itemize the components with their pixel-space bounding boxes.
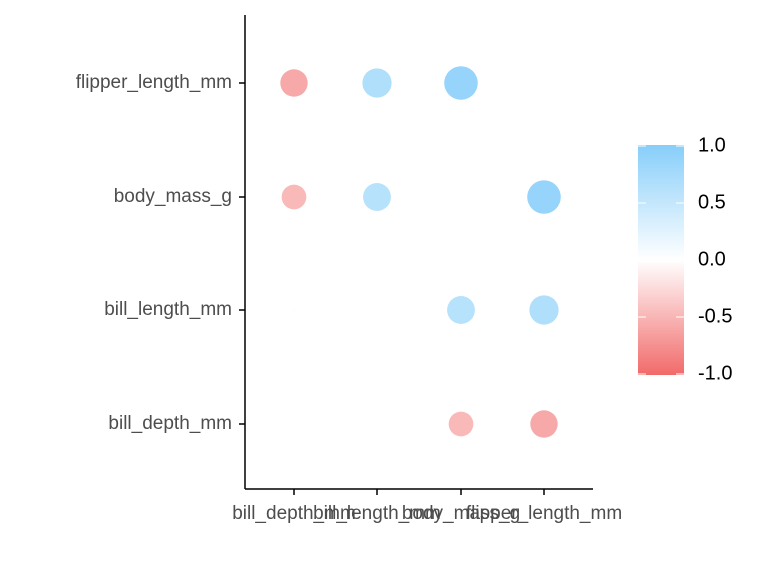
legend-label: -0.5 (698, 305, 732, 327)
y-tick-label: flipper_length_mm (76, 72, 232, 93)
corr-circle (530, 410, 558, 438)
legend-label: 0.5 (698, 191, 726, 213)
x-tick-label: body_mass_g (402, 503, 520, 524)
legend-label: 1.0 (698, 134, 726, 156)
legend-label: 0.0 (698, 248, 726, 270)
x-tick-label: bill_depth_mm (232, 503, 356, 524)
corr-circle (280, 69, 308, 97)
y-tick-label: body_mass_g (114, 186, 232, 207)
corr-circle (447, 296, 475, 324)
corr-circle (444, 66, 478, 100)
corr-circle (529, 295, 559, 325)
corr-circle (527, 180, 561, 214)
corr-circle (448, 411, 474, 437)
corr-circle (375, 422, 379, 426)
y-tick-label: bill_length_mm (104, 299, 232, 320)
x-tick-label: flipper_length_mm (466, 503, 622, 524)
x-tick-label: bill_length_mm (313, 503, 441, 524)
corr-circle (363, 183, 391, 211)
y-tick-label: bill_depth_mm (108, 413, 232, 434)
corr-circle (292, 308, 296, 312)
corr-circle (281, 184, 307, 210)
legend-label: -1.0 (698, 362, 732, 384)
corr-circle (362, 68, 392, 98)
